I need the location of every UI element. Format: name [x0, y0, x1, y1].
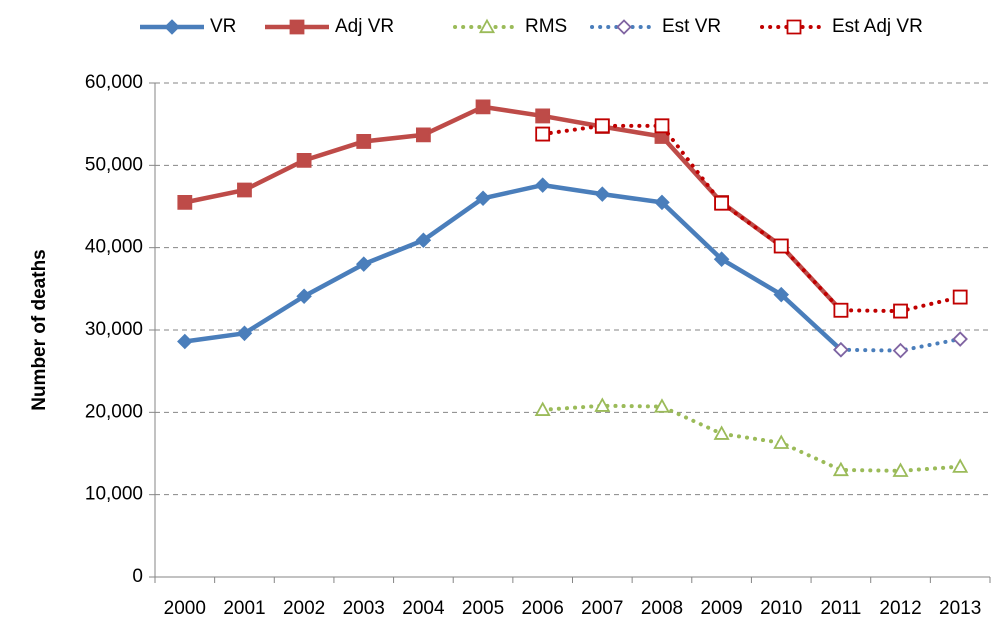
- x-tick-label: 2007: [581, 598, 623, 619]
- data-point: [833, 302, 849, 318]
- data-point: [475, 99, 491, 115]
- data-point: [415, 127, 431, 143]
- data-point: [773, 286, 790, 303]
- data-point: [952, 289, 968, 305]
- x-tick-label: 2008: [641, 598, 683, 619]
- y-tick-label: 50,000: [85, 154, 143, 175]
- legend-marker: [478, 18, 496, 34]
- y-tick-label: 10,000: [85, 484, 143, 505]
- legend-label: Adj VR: [335, 16, 394, 37]
- y-tick-label: 0: [132, 566, 143, 587]
- y-tick-label: 30,000: [85, 319, 143, 340]
- data-point: [237, 182, 252, 198]
- data-point: [296, 288, 312, 305]
- x-tick-label: 2013: [939, 598, 981, 619]
- data-point: [773, 238, 789, 254]
- data-point: [952, 331, 968, 347]
- y-tick-label: 40,000: [85, 237, 143, 258]
- data-point: [296, 152, 312, 168]
- data-point: [714, 195, 730, 211]
- data-point: [892, 342, 909, 359]
- data-point: [893, 303, 908, 319]
- y-tick-label: 60,000: [85, 72, 143, 93]
- legend-label: Est VR: [662, 16, 721, 37]
- data-point: [713, 425, 730, 440]
- data-point: [653, 398, 670, 413]
- x-tick-label: 2006: [522, 598, 564, 619]
- legend-marker: [164, 19, 180, 35]
- data-point: [177, 194, 193, 210]
- data-point: [534, 401, 551, 416]
- x-tick-label: 2003: [343, 598, 385, 619]
- data-point: [415, 232, 432, 249]
- legend-marker: [616, 19, 632, 35]
- legend-marker: [289, 19, 305, 35]
- x-tick-label: 2004: [402, 598, 445, 619]
- data-point: [535, 108, 551, 124]
- series-line: [184, 104, 843, 312]
- legend-label: VR: [210, 16, 236, 37]
- x-tick-label: 2011: [820, 598, 861, 619]
- data-point: [534, 177, 551, 193]
- data-point: [654, 118, 670, 134]
- legend-label: Est Adj VR: [832, 16, 923, 37]
- data-point: [654, 194, 670, 211]
- legend-label: RMS: [525, 16, 567, 37]
- x-tick-label: 2000: [164, 598, 206, 619]
- data-point: [833, 341, 849, 358]
- x-tick-label: 2001: [223, 598, 265, 619]
- data-point: [832, 461, 849, 477]
- data-point: [535, 126, 551, 142]
- x-tick-label: 2005: [462, 598, 504, 619]
- x-tick-label: 2010: [760, 598, 802, 619]
- legend-marker: [786, 19, 802, 35]
- data-point: [177, 333, 193, 350]
- data-point: [713, 251, 730, 267]
- data-point: [773, 434, 790, 449]
- y-axis-title: Number of deaths: [29, 249, 50, 411]
- data-point: [594, 397, 611, 412]
- data-point: [236, 325, 253, 342]
- data-point: [475, 190, 491, 207]
- data-point: [892, 462, 909, 477]
- x-tick-label: 2009: [700, 598, 742, 619]
- data-point: [594, 118, 610, 134]
- series-line: [540, 123, 963, 314]
- data-point: [952, 458, 969, 473]
- y-tick-label: 20,000: [85, 401, 143, 422]
- data-point: [356, 134, 372, 149]
- data-point: [594, 186, 611, 202]
- series-line: [540, 403, 963, 473]
- data-point: [355, 256, 372, 272]
- x-tick-label: 2012: [879, 598, 921, 619]
- x-tick-label: 2002: [283, 598, 325, 619]
- series-line: [184, 182, 843, 352]
